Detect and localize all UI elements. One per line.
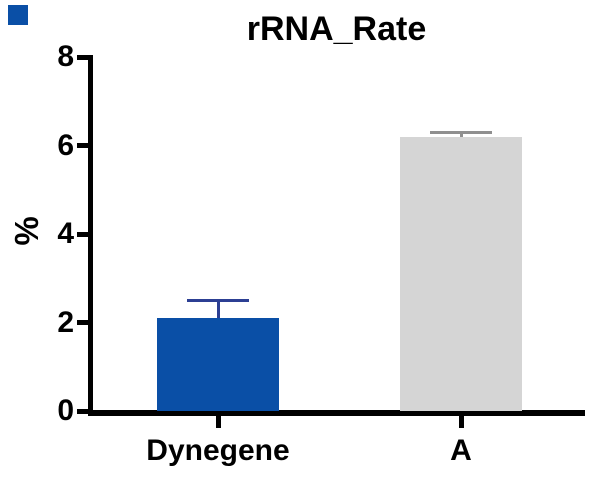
y-axis-line (88, 55, 93, 416)
y-tick-label: 4 (57, 217, 74, 250)
y-tick-mark (77, 408, 88, 414)
bar (400, 136, 522, 411)
x-axis-line (88, 410, 585, 416)
y-tick-mark (77, 54, 88, 60)
y-tick-mark (77, 143, 88, 148)
error-bar-cap (187, 298, 249, 302)
y-tick-label: 8 (57, 40, 74, 73)
y-tick-mark (77, 320, 88, 325)
x-tick-mark (458, 416, 464, 428)
y-tick-mark (77, 231, 88, 237)
error-bar-cap (430, 130, 492, 134)
error-bar-stem (216, 300, 220, 319)
x-category-label: Dynegene (146, 434, 290, 467)
y-tick-label: 2 (57, 305, 74, 339)
corner-marker-square (8, 5, 28, 25)
x-tick-mark (215, 416, 221, 428)
x-category-label: A (450, 434, 472, 467)
y-tick-label: 0 (57, 394, 74, 427)
chart-title: rRNA_Rate (246, 10, 427, 48)
y-tick-label: 6 (57, 128, 74, 162)
bar (157, 318, 279, 411)
error-bar-stem (459, 132, 463, 137)
